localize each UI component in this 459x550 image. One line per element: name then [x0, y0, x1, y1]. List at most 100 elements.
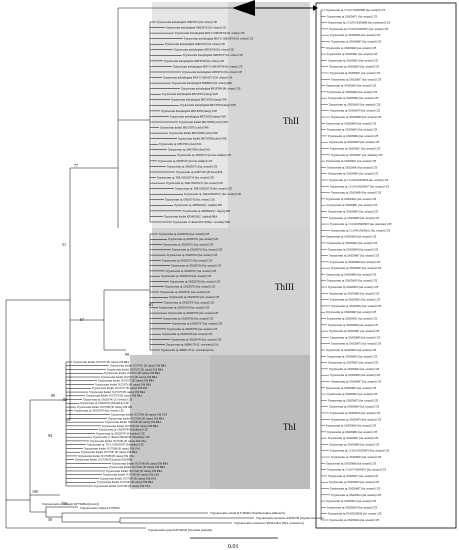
expanded-leaf-label: Trypanosoma sp. CS1157 OM256663 (An. sex…	[326, 9, 386, 12]
thi-leaf-label: Trypanosoma theileri JX178180 (B. taurus…	[77, 406, 132, 409]
expanded-leaf-label: Trypanosoma sp. OM256635 (An. sexauri) C…	[331, 267, 382, 270]
thi-leaf-label: Trypanosoma theileri JX178185 (B. taurus…	[90, 440, 146, 443]
expanded-leaf-label: Trypanosoma sp. CS1159 OM256617 (An. sex…	[330, 185, 390, 188]
thiii-leaf-label: Trypanosoma sp. OM256721 (An. sexauri) C…	[168, 238, 219, 241]
clade-label-thiii: ThIII	[275, 282, 294, 292]
thi-leaf-label: Trypanosoma theileri JX178171 (B. taurus…	[110, 365, 166, 368]
clade-label-thii: ThII	[283, 116, 299, 126]
thi-leaf-label: Trypanosoma sp. OM256741 (T. bovinus) CZ…	[83, 398, 133, 401]
thi-leaf-label: Trypanosoma sp. OM256744 (Tabanidae) CZE	[99, 429, 148, 432]
thi-leaf-label: Trypanosoma theileri JX178192 (B. taurus…	[106, 470, 162, 473]
thi-leaf-label: Trypanosoma theileri JX178174 (B. taurus…	[101, 376, 157, 379]
expanded-leaf-label: Trypanosoma sp. CS1148 OM256613 (An. pun…	[330, 223, 392, 226]
thii-leaf-label: Trypanosoma sp. TAR4 OM256717 (An. sexau…	[184, 193, 242, 196]
thii-leaf-label: Trypanosoma theileri KF546528 (C. elaphu…	[164, 215, 217, 218]
outgroup-leaf: Trypanosoma grayi KF546526 (Glossina pal…	[148, 528, 212, 532]
thi-leaf-label: Trypanosoma theileri JX178175 (B. taurus…	[98, 380, 154, 383]
thii-leaf-label: Trypanosoma melophagium MOV11 OM256704 (…	[184, 38, 254, 41]
expanded-leaf-label: Trypanosoma sp. OM256620 (An. sexauri) C…	[329, 66, 380, 69]
expanded-leaf-label: Trypanosoma sp. OM256646 (An. sexauri) C…	[328, 324, 379, 327]
expanded-leaf-label: Trypanosoma sp. OM256633 (An. sexauri) C…	[327, 129, 378, 132]
expanded-leaf-label: Trypanosoma sp. OM256649 (An. sexauri) C…	[327, 91, 378, 94]
thiii-shading	[152, 228, 310, 355]
thi-leaf-label: Trypanosoma theileri JX178173 (B. taurus…	[104, 372, 160, 375]
thi-leaf-label: Trypanosoma theileri JX178182 (B. taurus…	[108, 417, 164, 420]
expanded-leaf-label: Trypanosoma sp. OM256657 (An. annulata) …	[331, 154, 383, 157]
expanded-leaf-label: Trypanosoma sp. OM256638 (An. sexauri) C…	[328, 248, 379, 251]
support-value: 100	[32, 489, 38, 494]
expanded-leaf-label: Trypanosoma sp. OM256687 (An. sexauri) C…	[330, 488, 381, 491]
thii-leaf-label: Trypanosoma melophagium MOV13 OM256703 (…	[175, 32, 245, 35]
thiii-leaf-label: Trypanosoma sp. OM256725 (An. sexauri) C…	[162, 259, 213, 262]
thii-leaf-label: Trypanosoma sp. OM256713 (An. sexauri) C…	[167, 165, 218, 168]
expanded-leaf-label: Trypanosoma sp. CS1147 OM256672 (An. sex…	[327, 469, 387, 472]
thiii-leaf-label: Trypanosoma sp. OM256726 (An. sexauri) C…	[171, 265, 222, 268]
expanded-leaf-label: Trypanosoma sp. OM256678 (An. sexauri) C…	[330, 110, 381, 113]
thii-leaf-label: Trypanosoma melophagium MF187960 (M. ovi…	[181, 88, 241, 91]
support-value: 84	[63, 397, 67, 402]
thii-leaf-label: Trypanosoma sp. TAR1 OM256714 (An. sexau…	[157, 176, 215, 179]
expanded-leaf-label: Trypanosoma sp. OM256658 (An. sexauri) C…	[326, 349, 377, 352]
expanded-leaf-label: Trypanosoma sp. OM256669 (An. sexauri) C…	[331, 116, 382, 119]
thi-leaf-label: Trypanosoma theileri JX178170 (B. taurus…	[73, 361, 129, 364]
support-value: 67	[80, 317, 84, 322]
expanded-leaf-label: Trypanosoma sp. OM256683 (An. sexauri) C…	[326, 387, 377, 390]
thii-leaf-label: Trypanosoma sp. KM073235 (B. bison) POL	[176, 171, 223, 174]
thii-leaf-label: Trypanosoma theileri MK720586 (cattle) S…	[179, 121, 228, 124]
thi-leaf-label: Trypanosoma sp. OM256745 (Tabanidae) CZE	[96, 432, 145, 435]
thiii-leaf-label: Trypanosoma sp. OM256736 (An. sexauri) C…	[163, 317, 214, 320]
thii-leaf-label: Trypanosoma melophagium OM256702 (M. ovi…	[166, 26, 227, 29]
thii-leaf-label: Trypanosoma theileri MK720588 (cattle) S…	[169, 132, 218, 135]
expanded-leaf-label: Trypanosoma sp. CS1203 OM256675 (An. sex…	[329, 28, 389, 31]
collapsed-clade-triangle	[232, 0, 255, 16]
thi-leaf-label: Trypanosoma sp. OM256742 (Tabanidae) CZE	[80, 402, 129, 405]
thi-leaf-label: Trypanosoma theileri JX178177 (B. taurus…	[92, 387, 148, 390]
thi-leaf-label: Trypanosoma cf. theileri OM256746 (Taban…	[93, 436, 150, 439]
expanded-leaf-label: Trypanosoma sp. CS1149 OM256612 (An. sex…	[331, 229, 391, 232]
thii-leaf-label: Trypanosoma sp. OM256718 (Ae. vexans) CZ…	[165, 199, 215, 202]
expanded-leaf-label: Trypanosoma sp. OM256650 (An. sexauri) C…	[330, 374, 381, 377]
support-value: 99	[125, 352, 129, 357]
thi-leaf-label: Trypanosoma theileri JX178176 (B. taurus…	[95, 383, 151, 386]
expanded-leaf-label: Trypanosoma sp. OM256619 (An. sexauri) C…	[329, 481, 380, 484]
thii-shading-inner	[228, 2, 310, 228]
expanded-leaf-label: Trypanosoma sp. OM256655 (An. sexauri) C…	[328, 399, 379, 402]
thiii-leaf-label: Trypanosoma sp. OM256735 (An. sexauri) C…	[168, 312, 219, 315]
thii-leaf-label: Trypanosoma melophagium OM256706 (M. ovi…	[174, 49, 235, 52]
thiii-leaf-label: Trypanosoma sp. OM256729 (An. sexauri) C…	[170, 280, 221, 283]
thii-leaf-label: Trypanosoma sp. TAR3 OM256716 (An. sexau…	[175, 188, 233, 191]
thi-leaf-label: Trypanosoma theileri JX178195 (B. taurus…	[97, 481, 153, 484]
expanded-leaf-label: Trypanosoma sp. OM256614 (An. sexauri) C…	[331, 494, 382, 497]
expanded-leaf-label: Trypanosoma sp. CS1201 OM256679 (An. sex…	[330, 450, 390, 453]
expanded-leaf-label: Trypanosoma sp. OM256621 (An. sexauri) C…	[326, 160, 377, 163]
expanded-leaf-label: Trypanosoma sp. OM256642 (An. sexauri) C…	[328, 210, 379, 213]
expanded-leaf-label: Trypanosoma sp. OM256654 (An. sexauri) C…	[331, 305, 382, 308]
expanded-leaf-label: Trypanosoma sp. OM256662 (An. sexauri) C…	[328, 97, 379, 100]
thi-leaf-label: Trypanosoma theileri JX178184 (B. taurus…	[102, 425, 158, 428]
expanded-leaf-label: Trypanosoma sp. OM256643 (An. sexauri) C…	[327, 166, 378, 169]
outgroup: Trypanosoma cf. rangeli KF766864 (Lizard…	[42, 502, 323, 532]
thii-leaf-label: Trypanosoma sp. TAR2 OM256715 (An. sexau…	[166, 182, 224, 185]
expanded-leaf-label: Trypanosoma sp. OM256685 (An. sexauri) C…	[328, 173, 379, 176]
thii-leaf-label: Trypanosoma melophagium MK720584 (sheep)…	[161, 110, 218, 113]
outgroup-leaf: Trypanosoma ralphi AF178091	[80, 506, 120, 510]
expanded-leaf-label: Trypanosoma sp. OM256637 (An. sexauri) C…	[331, 78, 382, 81]
expanded-leaf-label: Trypanosoma sp. OM256639 (An. sexauri) C…	[329, 141, 380, 144]
expanded-leaf-label: Trypanosoma sp. OM256636 (An. sexauri) C…	[326, 425, 377, 428]
expanded-leaf-label: Trypanosoma sp. OM256689 (An. sexauri) C…	[330, 336, 381, 339]
thi-leaf-label: Trypanosoma theileri JX178183 (B. taurus…	[105, 421, 161, 424]
expanded-leaf-label: Trypanosoma sp. CS1195 OM256686 (An. pyr…	[328, 22, 391, 25]
thii-leaf-label: Trypanosoma melophagium FN666010 (M. ovi…	[172, 82, 232, 85]
thiii-leaf-label: Trypanosoma sp. OM256734 (An. sexauri) C…	[159, 307, 210, 310]
thiii-leaf-label: Trypanosoma sp. OM256720 (An. sexauri) C…	[159, 233, 210, 236]
thii-leaf-label: Trypanosoma melophagium MK720582 (sheep)…	[171, 99, 228, 102]
thiii-leaf-label: Trypanosoma sp. OM256727 (An. sexauri) C…	[166, 270, 217, 273]
thii-leaf-label: Trypanosoma sp. MF187962 (deer) POL	[168, 149, 211, 152]
expanded-leaf-label: Trypanosoma sp. OM256668 (An. sexauri) C…	[326, 273, 377, 276]
thiii-leaf-label: Trypanosoma sp. MH341755 (C. sonorensis)…	[161, 349, 214, 352]
thii-leaf-label: Trypanosoma melophagium MK720581 (sheep)…	[162, 93, 219, 96]
thi-leaf-label: Trypanosoma theileri JX178172 (B. taurus…	[107, 368, 163, 371]
thii-leaf-label: Trypanosoma sp. MF187961 (deer) POL	[159, 143, 202, 146]
thiii-leaf-label: Trypanosoma sp. OM256738 (An. sexauri) C…	[167, 328, 218, 331]
